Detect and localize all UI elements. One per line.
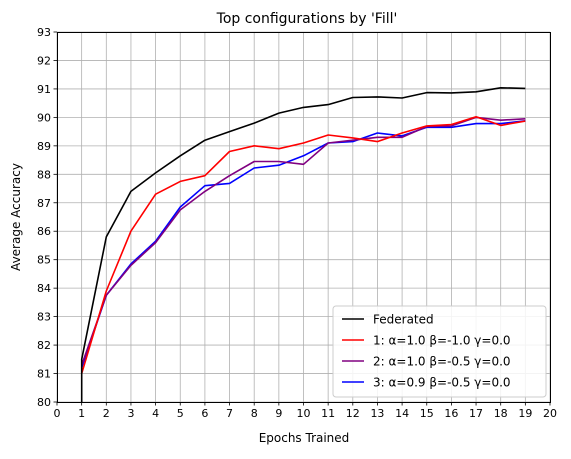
y-tick-label: 81 bbox=[37, 368, 51, 381]
x-tick-label: 15 bbox=[420, 407, 434, 420]
x-tick-label: 2 bbox=[103, 407, 110, 420]
series-line-4 bbox=[80, 120, 526, 369]
x-tick-label: 12 bbox=[346, 407, 360, 420]
x-tick-label: 4 bbox=[152, 407, 159, 420]
x-tick-label: 20 bbox=[543, 407, 557, 420]
x-tick-label: 10 bbox=[297, 407, 311, 420]
y-tick-label: 82 bbox=[37, 339, 51, 352]
x-tick-label: 14 bbox=[395, 407, 409, 420]
legend-label-1: Federated bbox=[373, 313, 434, 327]
x-tick-label: 18 bbox=[494, 407, 508, 420]
legend-label-2: 1: α=1.0 β=-1.0 γ=0.0 bbox=[373, 334, 511, 348]
x-tick-label: 17 bbox=[469, 407, 483, 420]
y-tick-label: 85 bbox=[37, 254, 51, 267]
x-tick-label: 16 bbox=[444, 407, 458, 420]
legend-label-3: 2: α=1.0 β=-0.5 γ=0.0 bbox=[373, 355, 511, 369]
x-tick-label: 13 bbox=[370, 407, 384, 420]
y-axis-label: Average Accuracy bbox=[9, 163, 23, 271]
y-tick-label: 92 bbox=[37, 54, 51, 67]
y-tick-label: 88 bbox=[37, 168, 51, 181]
y-tick-label: 83 bbox=[37, 311, 51, 324]
y-tick-label: 87 bbox=[37, 197, 51, 210]
series-lines bbox=[80, 87, 526, 402]
series-line-2 bbox=[80, 116, 526, 374]
series-line-1 bbox=[80, 87, 526, 402]
x-tick-label: 0 bbox=[54, 407, 61, 420]
chart-title: Top configurations by 'Fill' bbox=[216, 11, 398, 27]
x-tick-label: 1 bbox=[78, 407, 85, 420]
x-tick-label: 19 bbox=[518, 407, 532, 420]
x-tick-label: 6 bbox=[201, 407, 208, 420]
y-tick-label: 86 bbox=[37, 225, 51, 238]
y-tick-label: 89 bbox=[37, 140, 51, 153]
legend: Federated 1: α=1.0 β=-1.0 γ=0.0 2: α=1.0 β… bbox=[332, 305, 547, 398]
x-tick-label: 11 bbox=[321, 407, 335, 420]
y-tick-label: 90 bbox=[37, 111, 51, 124]
axis-ticks: 0 1 2 3 4 5 6 7 8 9 10 11 12 13 14 15 16 17 18 19 2080818283… bbox=[37, 26, 557, 420]
x-tick-label: 5 bbox=[177, 407, 184, 420]
y-tick-label: 80 bbox=[37, 396, 51, 409]
y-tick-label: 84 bbox=[37, 282, 51, 295]
legend-frame bbox=[332, 305, 547, 398]
x-tick-label: 9 bbox=[275, 407, 282, 420]
x-tick-label: 7 bbox=[226, 407, 233, 420]
legend-label-4: 3: α=0.9 β=-0.5 γ=0.0 bbox=[373, 376, 511, 390]
plot-area-frame bbox=[57, 32, 551, 403]
x-tick-label: 8 bbox=[251, 407, 258, 420]
y-tick-label: 91 bbox=[37, 83, 51, 96]
series-line-3 bbox=[80, 116, 526, 366]
x-tick-label: 3 bbox=[127, 407, 134, 420]
y-tick-label: 93 bbox=[37, 26, 51, 39]
x-axis-label: Epochs Trained bbox=[259, 431, 350, 445]
